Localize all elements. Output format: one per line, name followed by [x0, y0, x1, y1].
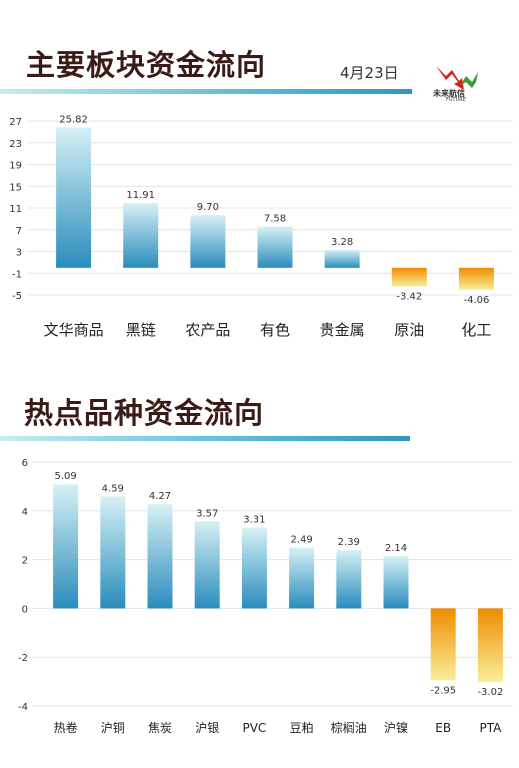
bar-黑链 [123, 203, 159, 268]
category-label: 黑链 [126, 321, 156, 339]
bar-豆粕 [289, 547, 315, 609]
bar-热卷 [53, 484, 79, 609]
date-label: 4月23日 [340, 64, 399, 82]
category-label: 农产品 [185, 321, 230, 339]
bar-有色 [257, 226, 293, 268]
title-underline-bar [0, 436, 410, 441]
data-label: 25.82 [59, 114, 88, 125]
data-label: 5.09 [54, 471, 76, 482]
category-label: 沪镍 [384, 721, 408, 735]
future-logo-icon [436, 66, 478, 90]
data-label: 4.27 [149, 491, 171, 502]
y-tick-label: -4 [18, 702, 28, 713]
bar-沪镍 [383, 556, 409, 609]
category-label: 沪铜 [101, 720, 125, 735]
bar-农产品 [190, 215, 226, 268]
category-label: 化工 [461, 321, 491, 339]
y-tick-label: 23 [9, 139, 22, 150]
data-label: 2.39 [338, 537, 360, 548]
data-label: -3.02 [477, 687, 503, 698]
category-label: PVC [242, 721, 266, 735]
category-label: 文华商品 [44, 321, 104, 339]
y-tick-label: 3 [16, 248, 22, 259]
data-label: -4.06 [463, 295, 489, 306]
y-tick-label: 19 [9, 161, 22, 172]
chart-title-hot-products: 热点品种资金流向 [24, 396, 265, 430]
category-label: 有色 [260, 321, 290, 339]
category-label: 焦炭 [148, 721, 172, 735]
data-label: 4.59 [102, 483, 124, 494]
bar-PVC [241, 527, 267, 609]
bar-沪银 [194, 521, 220, 609]
y-tick-label: 2 [22, 556, 28, 567]
data-label: -3.42 [396, 291, 422, 302]
bar-PTA [477, 608, 503, 683]
bar-沪铜 [100, 496, 126, 609]
category-label: PTA [479, 721, 502, 735]
category-label: EB [435, 721, 451, 735]
bar-原油 [391, 267, 427, 287]
category-label: 热卷 [54, 720, 78, 735]
category-label: 原油 [394, 321, 424, 339]
data-label: 3.31 [243, 515, 265, 526]
data-label: 7.58 [264, 214, 286, 225]
y-tick-label: -1 [12, 269, 22, 280]
data-label: 9.70 [197, 202, 219, 213]
main-sectors-bar-chart: 27 23 19 15 11 7 3 -1 -5 25.82 文华商品 11.91 黑链 9.70 农产品 7… [9, 114, 513, 339]
y-tick-label: -2 [18, 653, 28, 664]
data-label: 2.14 [385, 543, 407, 554]
data-label: 11.91 [126, 190, 155, 201]
category-label: 豆粕 [290, 720, 314, 735]
bar-EB [430, 608, 456, 681]
chart-title-main-sectors: 主要板块资金流向 [26, 48, 267, 82]
data-label: 3.28 [331, 237, 353, 248]
bar-化工 [458, 267, 494, 290]
logo-text: 未来航信 [433, 89, 465, 98]
category-label: 沪银 [195, 721, 219, 735]
y-tick-label: 27 [9, 117, 22, 128]
data-label: -2.95 [430, 685, 456, 696]
y-tick-label: 4 [22, 507, 28, 518]
title-underline-bar [0, 89, 412, 94]
y-tick-label: 6 [22, 458, 28, 469]
category-label: 棕榈油 [331, 720, 367, 735]
data-label: 2.49 [290, 535, 312, 546]
bar-文华商品 [56, 127, 92, 268]
bar-棕榈油 [336, 550, 362, 609]
bar-贵金属 [324, 249, 360, 268]
y-tick-label: -5 [12, 291, 22, 302]
y-tick-label: 11 [9, 204, 22, 215]
logo-subtext: FUTURE [446, 97, 466, 103]
category-label: 贵金属 [320, 321, 365, 339]
y-tick-label: 7 [16, 226, 22, 237]
y-tick-label: 0 [22, 604, 28, 615]
data-label: 3.57 [196, 508, 218, 519]
bar-焦炭 [147, 504, 173, 609]
y-tick-label: 15 [9, 182, 22, 193]
